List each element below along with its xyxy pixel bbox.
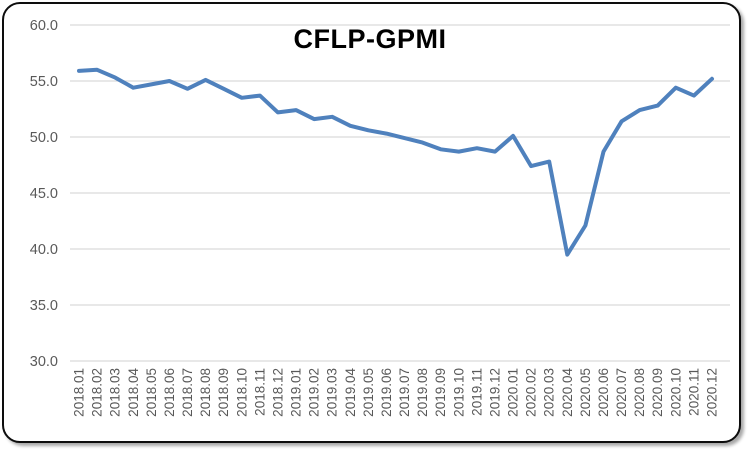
x-tick-label: 2020.10 — [668, 368, 683, 417]
chart-card — [2, 2, 741, 443]
x-tick-label: 2018.06 — [162, 368, 177, 417]
x-tick-label: 2019.05 — [361, 368, 376, 417]
y-tick-label: 45.0 — [30, 186, 58, 202]
y-tick-label: 50.0 — [30, 130, 58, 146]
x-tick-label: 2019.10 — [451, 368, 466, 417]
x-tick-label: 2018.02 — [90, 368, 105, 417]
x-tick-label: 2019.09 — [433, 368, 448, 417]
x-tick-label: 2020.05 — [578, 368, 593, 417]
x-tick-label: 2020.06 — [596, 368, 611, 417]
x-tick-label: 2019.01 — [289, 368, 304, 417]
x-tick-label: 2019.06 — [379, 368, 394, 417]
x-tick-label: 2020.11 — [686, 368, 701, 416]
x-tick-label: 2018.04 — [126, 368, 141, 417]
series-line — [77, 67, 714, 257]
x-tick-label: 2019.03 — [325, 368, 340, 417]
y-tick-label: 55.0 — [30, 74, 58, 90]
chart-title: CFLP-GPMI — [293, 24, 447, 54]
x-tick-label: 2019.04 — [343, 368, 358, 417]
x-tick-label: 2018.01 — [72, 368, 87, 417]
x-tick-label: 2018.08 — [198, 368, 213, 417]
x-tick-label: 2019.12 — [487, 368, 502, 417]
x-tick-label: 2018.10 — [234, 368, 249, 417]
x-tick-label: 2019.07 — [397, 368, 412, 417]
x-tick-label: 2020.03 — [542, 368, 557, 417]
x-tick-label: 2018.11 — [252, 368, 267, 416]
x-tick-label: 2018.07 — [180, 368, 195, 417]
x-tick-label: 2020.04 — [560, 368, 575, 417]
x-tick-label: 2020.01 — [506, 368, 521, 417]
x-tick-label: 2020.02 — [524, 368, 539, 417]
y-tick-label: 35.0 — [30, 298, 58, 314]
x-tick-label: 2019.08 — [415, 368, 430, 417]
x-tick-label: 2019.02 — [307, 368, 322, 417]
x-tick-label: 2020.07 — [614, 368, 629, 417]
y-tick-label: 40.0 — [30, 242, 58, 258]
x-tick-label: 2018.05 — [144, 368, 159, 417]
x-tick-label: 2019.11 — [469, 368, 484, 416]
x-tick-label: 2018.03 — [108, 368, 123, 417]
x-tick-label: 2020.09 — [650, 368, 665, 417]
x-tick-label: 2018.12 — [270, 368, 285, 417]
x-tick-label: 2020.08 — [632, 368, 647, 417]
y-tick-label: 60.0 — [30, 18, 58, 34]
x-tick-label: 2018.09 — [216, 368, 231, 417]
x-tick-label: 2020.12 — [705, 368, 720, 417]
y-tick-label: 30.0 — [30, 354, 58, 370]
